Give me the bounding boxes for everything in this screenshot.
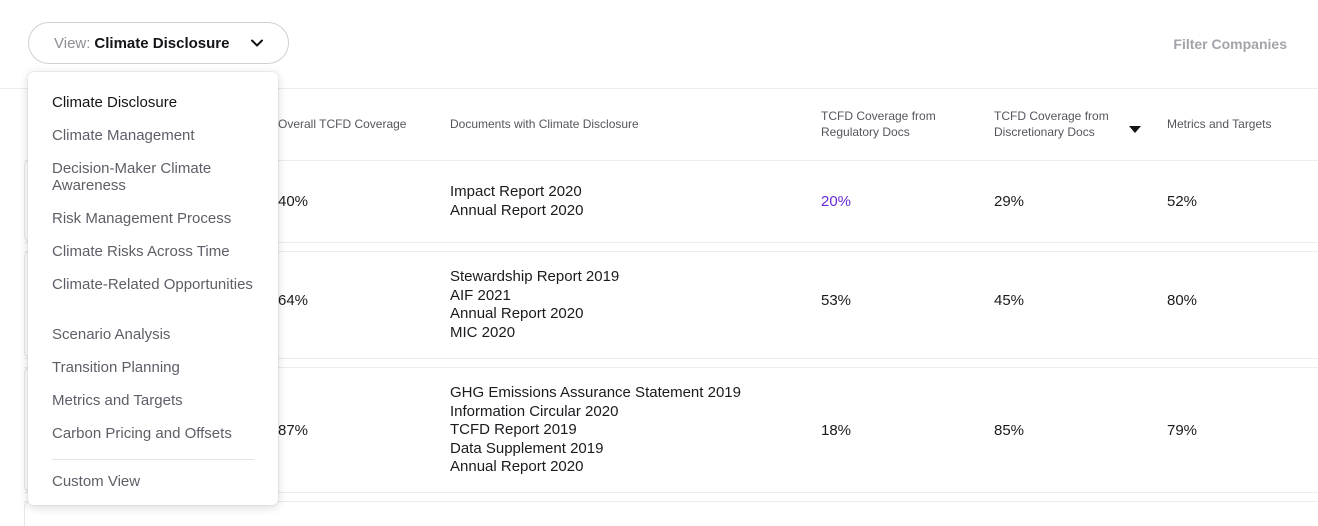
header-regulatory-coverage[interactable]: TCFD Coverage from Regulatory Docs bbox=[821, 108, 936, 140]
header-documents[interactable]: Documents with Climate Disclosure bbox=[450, 117, 639, 131]
document-item[interactable]: Stewardship Report 2019 bbox=[450, 268, 620, 285]
menu-item-metrics-and-targets[interactable]: Metrics and Targets bbox=[52, 392, 183, 409]
sort-desc-icon[interactable] bbox=[1129, 121, 1141, 139]
header-overall-tcfd-coverage[interactable]: Overall TCFD Coverage bbox=[278, 117, 407, 131]
filter-companies-link[interactable]: Filter Companies bbox=[1173, 36, 1287, 52]
regulatory-coverage-cell: 53% bbox=[821, 292, 852, 309]
discretionary-coverage-cell: 85% bbox=[994, 422, 1025, 439]
document-item[interactable]: Annual Report 2020 bbox=[450, 305, 584, 322]
header-divider bbox=[0, 88, 1318, 89]
header-regulatory-line1: TCFD Coverage from bbox=[821, 109, 936, 123]
document-item[interactable]: GHG Emissions Assurance Statement 2019 bbox=[450, 384, 741, 401]
document-item[interactable]: MIC 2020 bbox=[450, 323, 516, 341]
header-regulatory-line2: Regulatory Docs bbox=[821, 125, 910, 139]
view-selector-button[interactable]: View: Climate Disclosure bbox=[28, 22, 289, 64]
regulatory-coverage-cell[interactable]: 20% bbox=[821, 193, 852, 210]
documents-cell: Stewardship Report 2019 AIF 2021 Annual … bbox=[450, 268, 619, 342]
header-metrics-targets[interactable]: Metrics and Targets bbox=[1167, 117, 1272, 131]
header-discretionary-line1: TCFD Coverage from bbox=[994, 109, 1109, 123]
row-divider bbox=[24, 367, 1318, 368]
row-divider bbox=[24, 501, 1318, 502]
document-item[interactable]: Information Circular 2020 bbox=[450, 402, 619, 420]
menu-item-climate-risks-across-time[interactable]: Climate Risks Across Time bbox=[52, 243, 230, 260]
header-discretionary-line2: Discretionary Docs bbox=[994, 125, 1095, 139]
discretionary-coverage-cell: 29% bbox=[994, 193, 1025, 210]
discretionary-coverage-cell: 45% bbox=[994, 292, 1025, 309]
overall-coverage-cell: 64% bbox=[278, 292, 309, 309]
document-item[interactable]: TCFD Report 2019 bbox=[450, 421, 577, 438]
chevron-down-icon bbox=[250, 36, 264, 54]
documents-cell: GHG Emissions Assurance Statement 2019 I… bbox=[450, 384, 741, 477]
document-item[interactable]: AIF 2021 bbox=[450, 286, 511, 304]
menu-item-climate-management[interactable]: Climate Management bbox=[52, 127, 195, 144]
document-item[interactable]: Annual Report 2020 bbox=[450, 201, 584, 219]
menu-item-scenario-analysis[interactable]: Scenario Analysis bbox=[52, 326, 171, 343]
row-divider bbox=[24, 358, 1318, 359]
document-item[interactable]: Impact Report 2020 bbox=[450, 183, 582, 200]
metrics-targets-cell: 52% bbox=[1167, 193, 1198, 210]
menu-divider bbox=[52, 459, 254, 460]
metrics-targets-cell: 80% bbox=[1167, 292, 1198, 309]
regulatory-coverage-cell: 18% bbox=[821, 422, 852, 439]
menu-item-carbon-pricing-offsets[interactable]: Carbon Pricing and Offsets bbox=[52, 425, 232, 442]
menu-item-transition-planning[interactable]: Transition Planning bbox=[52, 359, 180, 376]
row-divider bbox=[24, 160, 1318, 161]
metrics-targets-cell: 79% bbox=[1167, 422, 1198, 439]
overall-coverage-cell: 40% bbox=[278, 193, 309, 210]
row-divider bbox=[24, 242, 1318, 243]
view-dropdown-menu: Climate Disclosure Climate Management De… bbox=[28, 72, 278, 505]
menu-item-decision-maker-climate-awareness[interactable]: Decision-Maker Climate Awareness bbox=[52, 160, 212, 194]
menu-item-climate-disclosure[interactable]: Climate Disclosure bbox=[52, 94, 178, 111]
menu-item-climate-related-opportunities[interactable]: Climate-Related Opportunities bbox=[52, 276, 253, 293]
row-divider bbox=[24, 492, 1318, 493]
document-item[interactable]: Data Supplement 2019 bbox=[450, 439, 604, 457]
row-divider bbox=[24, 251, 1318, 252]
overall-coverage-cell: 87% bbox=[278, 422, 309, 439]
menu-item-risk-management-process[interactable]: Risk Management Process bbox=[52, 210, 232, 227]
header-discretionary-coverage[interactable]: TCFD Coverage from Discretionary Docs bbox=[994, 108, 1109, 140]
view-selector-value: Climate Disclosure bbox=[94, 34, 230, 52]
view-selector-prefix: View: bbox=[54, 34, 91, 52]
document-item[interactable]: Annual Report 2020 bbox=[450, 458, 584, 475]
documents-cell: Impact Report 2020 Annual Report 2020 bbox=[450, 183, 583, 220]
menu-item-custom-view[interactable]: Custom View bbox=[52, 473, 141, 490]
